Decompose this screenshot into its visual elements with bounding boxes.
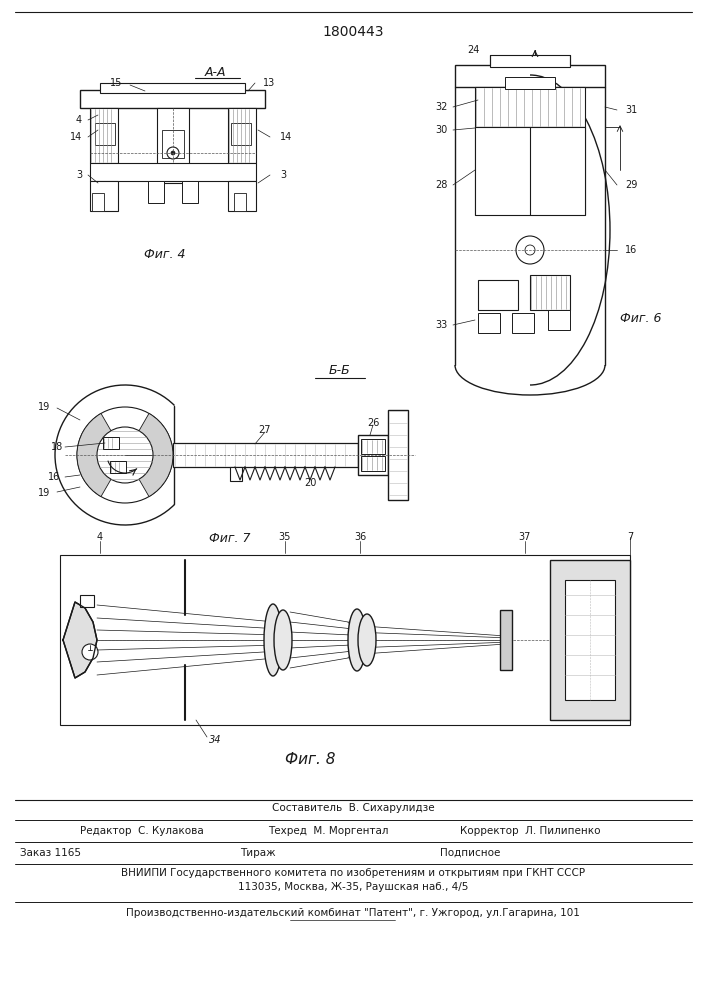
Text: 14: 14 — [70, 132, 82, 142]
Text: 31: 31 — [625, 105, 637, 115]
Text: 34: 34 — [209, 735, 221, 745]
Text: 28: 28 — [436, 180, 448, 190]
Text: Фиг. 6: Фиг. 6 — [620, 312, 662, 324]
Circle shape — [77, 407, 173, 503]
Bar — [231, 123, 251, 145]
Bar — [100, 83, 245, 93]
Text: 19: 19 — [37, 488, 50, 498]
Bar — [95, 123, 115, 145]
Text: 14: 14 — [280, 132, 292, 142]
Text: Техред  М. Моргентал: Техред М. Моргентал — [268, 826, 389, 836]
Text: Производственно-издательский комбинат "Патент", г. Ужгород, ул.Гагарина, 101: Производственно-издательский комбинат "П… — [126, 908, 580, 918]
Circle shape — [525, 245, 535, 255]
Bar — [162, 130, 184, 158]
Bar — [548, 310, 570, 330]
Text: 13: 13 — [263, 78, 275, 88]
Ellipse shape — [358, 614, 376, 666]
Circle shape — [171, 151, 175, 155]
Text: Тираж: Тираж — [240, 848, 276, 858]
Text: 29: 29 — [625, 180, 638, 190]
Bar — [550, 560, 630, 720]
Bar — [173, 443, 358, 467]
Text: 7: 7 — [627, 532, 633, 542]
Bar — [90, 163, 256, 181]
Bar — [455, 65, 605, 87]
Bar — [478, 313, 500, 333]
Text: 20: 20 — [304, 478, 316, 488]
Bar — [234, 193, 246, 211]
Bar — [505, 77, 555, 89]
Text: Подписное: Подписное — [440, 848, 501, 858]
Circle shape — [516, 236, 544, 264]
Ellipse shape — [264, 604, 282, 676]
Text: 35: 35 — [279, 532, 291, 542]
Bar — [148, 181, 164, 203]
Text: Фиг. 4: Фиг. 4 — [144, 248, 186, 261]
Bar — [92, 193, 104, 211]
Circle shape — [167, 147, 179, 159]
Bar — [565, 580, 615, 700]
Polygon shape — [63, 602, 97, 678]
Text: Заказ 1165: Заказ 1165 — [20, 848, 81, 858]
Circle shape — [82, 644, 98, 660]
Text: Фиг. 7: Фиг. 7 — [209, 532, 251, 544]
Bar — [478, 280, 518, 310]
Text: 4: 4 — [97, 532, 103, 542]
Text: 1800443: 1800443 — [322, 25, 384, 39]
Bar — [490, 55, 570, 67]
Text: 15: 15 — [110, 78, 122, 88]
Text: 4: 4 — [76, 115, 82, 125]
Text: А-А: А-А — [204, 66, 226, 79]
Bar — [103, 437, 119, 449]
Text: 3: 3 — [280, 170, 286, 180]
Text: 26: 26 — [367, 418, 379, 428]
Bar — [228, 181, 256, 211]
Ellipse shape — [348, 609, 366, 671]
Circle shape — [97, 427, 153, 483]
Bar — [512, 313, 534, 333]
Text: Б-Б: Б-Б — [329, 363, 351, 376]
Bar — [388, 410, 408, 500]
Text: 27: 27 — [259, 425, 271, 435]
Text: 16: 16 — [48, 472, 60, 482]
Bar — [361, 439, 385, 454]
Text: ВНИИПИ Государственного комитета по изобретениям и открытиям при ГКНТ СССР: ВНИИПИ Государственного комитета по изоб… — [121, 868, 585, 878]
Text: 30: 30 — [436, 125, 448, 135]
Text: Фиг. 8: Фиг. 8 — [285, 752, 335, 768]
Text: 24: 24 — [467, 45, 480, 55]
Bar — [228, 108, 256, 163]
Text: Редактор  С. Кулакова: Редактор С. Кулакова — [80, 826, 204, 836]
Text: 32: 32 — [436, 102, 448, 112]
Text: 113035, Москва, Ж-35, Раушская наб., 4/5: 113035, Москва, Ж-35, Раушская наб., 4/5 — [238, 882, 468, 892]
Text: 36: 36 — [354, 532, 366, 542]
Text: Составитель  В. Сихарулидзе: Составитель В. Сихарулидзе — [271, 803, 434, 813]
Bar — [182, 181, 198, 203]
Text: 19: 19 — [37, 402, 50, 412]
Bar — [475, 87, 585, 127]
Bar — [110, 461, 126, 473]
Bar — [358, 435, 388, 475]
Bar — [90, 108, 118, 163]
Bar — [500, 610, 512, 670]
Ellipse shape — [274, 610, 292, 670]
Bar — [90, 181, 118, 211]
Wedge shape — [77, 413, 125, 497]
Text: 3: 3 — [76, 170, 82, 180]
Bar — [60, 555, 630, 725]
Bar — [475, 127, 585, 215]
Text: Корректор  Л. Пилипенко: Корректор Л. Пилипенко — [460, 826, 600, 836]
Bar — [157, 108, 189, 183]
Text: 16: 16 — [625, 245, 637, 255]
Text: 18: 18 — [51, 442, 63, 452]
Text: 33: 33 — [436, 320, 448, 330]
Bar — [80, 90, 265, 108]
Bar — [530, 275, 570, 310]
Bar — [361, 456, 385, 471]
Bar — [230, 467, 242, 481]
Bar — [80, 595, 94, 607]
Text: 37: 37 — [519, 532, 531, 542]
Wedge shape — [125, 413, 173, 497]
